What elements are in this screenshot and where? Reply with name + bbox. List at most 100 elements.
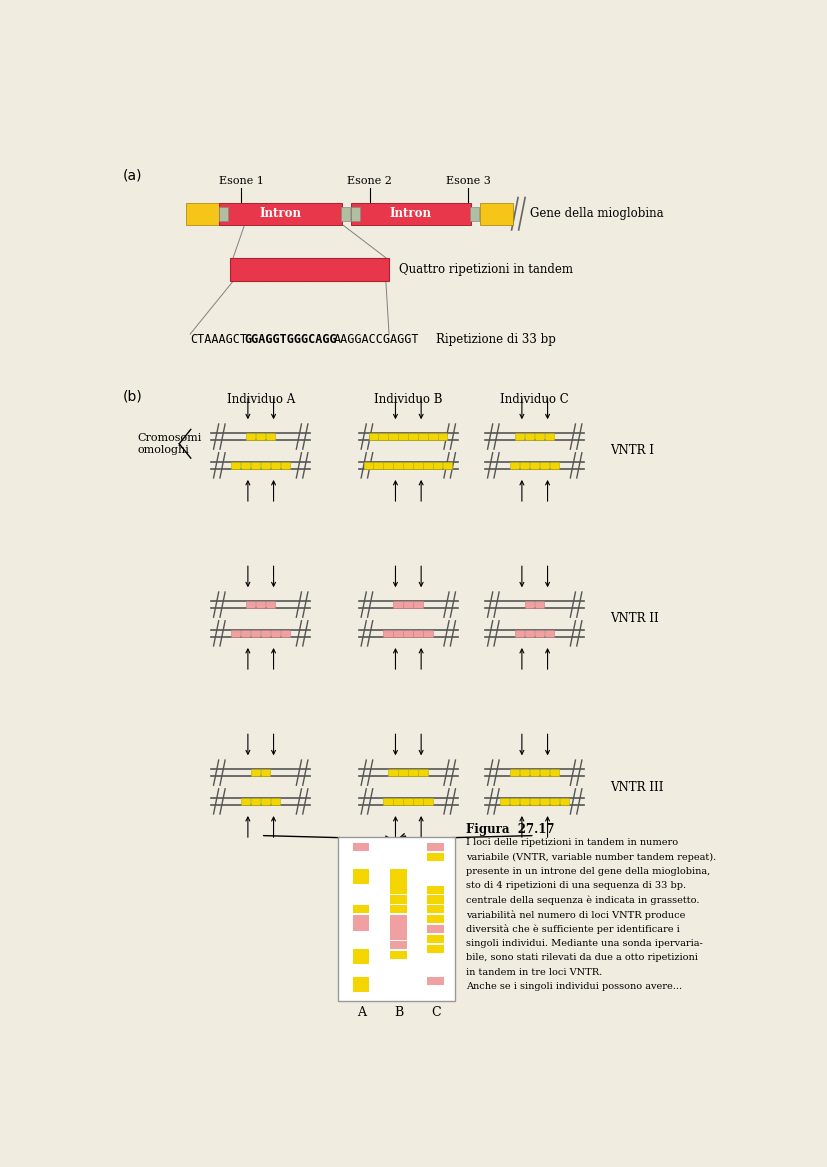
Text: Intron: Intron (390, 208, 432, 221)
Bar (544, 630, 553, 637)
Bar (390, 869, 406, 878)
Bar (427, 895, 443, 903)
Bar (427, 886, 443, 894)
Bar (519, 769, 528, 776)
Bar (383, 630, 392, 637)
Text: Individuo C: Individuo C (500, 393, 568, 406)
Bar (368, 433, 377, 440)
Bar (529, 769, 538, 776)
Text: centrale della sequenza è indicata in grassetto.: centrale della sequenza è indicata in gr… (466, 896, 699, 906)
Bar (390, 878, 406, 886)
Bar (479, 203, 512, 224)
Bar (363, 462, 372, 469)
Text: Esone 2: Esone 2 (347, 176, 392, 187)
Bar (529, 462, 538, 469)
Bar (246, 601, 255, 608)
Bar (280, 630, 289, 637)
Bar (350, 203, 471, 224)
Bar (265, 433, 275, 440)
Bar (251, 798, 260, 805)
Bar (373, 462, 382, 469)
Bar (427, 944, 443, 952)
Text: Anche se i singoli individui possono avere...: Anche se i singoli individui possono ave… (466, 981, 681, 991)
Text: Esone 3: Esone 3 (445, 176, 490, 187)
Bar (390, 886, 406, 894)
Bar (427, 906, 443, 914)
Text: GGAGGTGGGCAGG: GGAGGTGGGCAGG (244, 333, 337, 347)
Bar (418, 769, 427, 776)
Bar (350, 207, 359, 221)
Text: presente in un introne del gene della mioglobina,: presente in un introne del gene della mi… (466, 867, 710, 876)
Bar (341, 207, 350, 221)
Bar (433, 462, 442, 469)
Bar (393, 630, 402, 637)
Text: C: C (431, 1006, 440, 1019)
Text: diversità che è sufficiente per identificare i: diversità che è sufficiente per identifi… (466, 924, 679, 935)
Bar (261, 630, 270, 637)
Bar (218, 207, 227, 221)
Text: AAGGACCGAGGT: AAGGACCGAGGT (333, 333, 418, 347)
Bar (388, 769, 397, 776)
Bar (261, 462, 270, 469)
Bar (559, 798, 568, 805)
Bar (500, 798, 509, 805)
Bar (549, 798, 558, 805)
Bar (270, 630, 280, 637)
Bar (413, 601, 422, 608)
Text: Quattro ripetizioni in tandem: Quattro ripetizioni in tandem (399, 263, 572, 275)
Text: Ripetizione di 33 bp: Ripetizione di 33 bp (435, 333, 555, 347)
Bar (408, 433, 417, 440)
Bar (524, 601, 533, 608)
Bar (413, 798, 422, 805)
Bar (390, 931, 406, 939)
Bar (352, 843, 369, 851)
Bar (241, 462, 250, 469)
Bar (423, 798, 432, 805)
Bar (427, 853, 443, 861)
Bar (398, 433, 407, 440)
Bar (423, 462, 432, 469)
Text: bile, sono stati rilevati da due a otto ripetizioni: bile, sono stati rilevati da due a otto … (466, 953, 697, 963)
Bar (352, 977, 369, 985)
Bar (246, 433, 255, 440)
Bar (231, 630, 240, 637)
Bar (390, 942, 406, 949)
Bar (352, 956, 369, 964)
Bar (390, 923, 406, 931)
Bar (388, 433, 397, 440)
Bar (427, 843, 443, 851)
Bar (519, 798, 528, 805)
Bar (352, 950, 369, 957)
Text: VNTR I: VNTR I (609, 445, 653, 457)
Bar (352, 915, 369, 923)
Bar (398, 769, 407, 776)
Bar (352, 906, 369, 914)
Bar (524, 433, 533, 440)
Bar (519, 462, 528, 469)
Bar (427, 977, 443, 985)
Text: variabilità nel numero di loci VNTR produce: variabilità nel numero di loci VNTR prod… (466, 910, 685, 920)
Bar (427, 915, 443, 923)
Text: in tandem in tre loci VNTR.: in tandem in tre loci VNTR. (466, 967, 601, 977)
Text: A: A (356, 1006, 366, 1019)
Bar (437, 433, 447, 440)
Bar (418, 433, 427, 440)
Bar (539, 769, 548, 776)
Text: VNTR III: VNTR III (609, 781, 663, 794)
Text: CTAAAGCT: CTAAAGCT (190, 333, 246, 347)
Bar (534, 601, 543, 608)
Bar (265, 601, 275, 608)
Bar (539, 798, 548, 805)
Bar (383, 798, 392, 805)
Bar (393, 798, 402, 805)
Bar (539, 462, 548, 469)
Bar (509, 769, 519, 776)
Bar (413, 630, 422, 637)
Text: Cromosomi
omologhi: Cromosomi omologhi (137, 433, 202, 455)
Bar (280, 462, 289, 469)
Text: singoli individui. Mediante una sonda ipervaria-: singoli individui. Mediante una sonda ip… (466, 939, 702, 948)
Bar (470, 207, 478, 221)
Text: I loci delle ripetizioni in tandem in numero: I loci delle ripetizioni in tandem in nu… (466, 838, 677, 847)
Bar (256, 433, 265, 440)
Text: Figura  27.17: Figura 27.17 (466, 823, 554, 836)
